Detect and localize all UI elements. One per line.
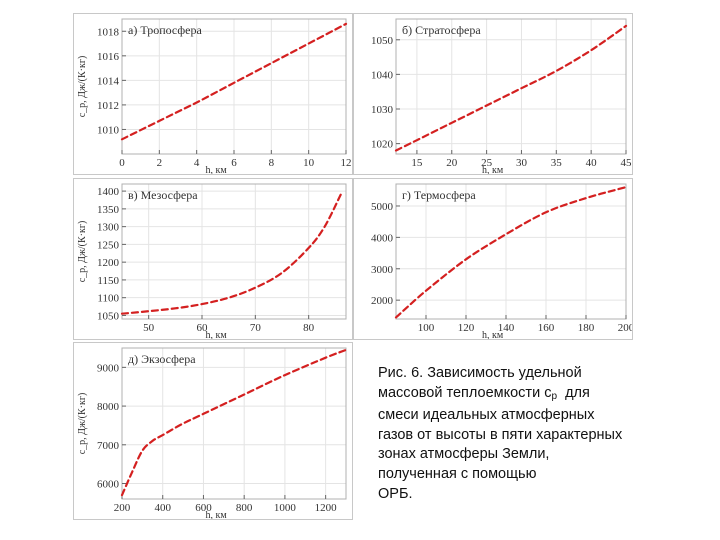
x-tick-label: 4: [194, 157, 200, 169]
y-tick-label: 1300: [97, 222, 120, 234]
caption-line-2-text: массовой теплоемкости c: [378, 384, 552, 401]
chart-title: в) Мезосфера: [128, 188, 198, 202]
y-tick-label: 1250: [97, 239, 120, 251]
caption-line-7: ОРБ.: [378, 485, 413, 502]
caption-line-6: полученная с помощью: [378, 465, 537, 482]
y-tick-label: 1010: [97, 124, 120, 136]
x-axis-label: h, км: [205, 510, 227, 519]
x-tick-label: 140: [498, 322, 515, 334]
chart-stratosphere: 15 20 25 30 35 40 45 1020 1030 1040 1050 h, км б) Ст…: [371, 18, 633, 174]
y-tick-label: 4000: [371, 232, 394, 244]
plot-frame: [395, 18, 627, 155]
y-tick-label: 1030: [371, 104, 394, 116]
plot-frame: [121, 347, 347, 500]
x-tick-label: 50: [143, 322, 155, 334]
x-tick-label: 200: [114, 502, 131, 514]
caption-line-5: зонах атмосферы Земли,: [378, 446, 550, 463]
y-tick-label: 1018: [97, 26, 120, 38]
x-tick-label: 120: [458, 322, 475, 334]
x-axis-label: h, км: [205, 330, 227, 339]
x-axis-label: h, км: [205, 165, 227, 174]
x-tick-label: 35: [551, 157, 563, 169]
y-axis-label: c_p, Дж/(К·кг): [77, 393, 88, 455]
plot-frame: [121, 183, 347, 320]
y-tick-label: 2000: [371, 295, 394, 307]
y-tick-label: 1350: [97, 204, 120, 216]
chart-panel-thermosphere: 100 120 140 160 180 200 2000 3000 4000 5000 h, км г…: [353, 178, 633, 340]
x-tick-label: 200: [618, 322, 632, 334]
chart-title: г) Термосфера: [402, 188, 476, 202]
x-tick-label: 45: [621, 157, 633, 169]
y-tick-label: 1040: [371, 69, 394, 81]
chart-title: б) Стратосфера: [402, 23, 481, 37]
y-tick-label: 1012: [97, 100, 119, 112]
y-tick-label: 1014: [97, 75, 120, 87]
caption-line-2: массовой теплоемкости cp для: [378, 384, 698, 407]
chart-panel-stratosphere: 15 20 25 30 35 40 45 1020 1030 1040 1050 h, км б) Ст…: [353, 13, 633, 175]
y-tick-label: 1200: [97, 257, 120, 269]
x-tick-label: 30: [516, 157, 528, 169]
x-tick-label: 600: [195, 502, 212, 514]
chart-panel-mesosphere: 50 60 70 80 1050 1100 1150 1200 1250 1300 1350 1400…: [73, 178, 353, 340]
chart-panel-troposphere: 0 2 4 6 8 10 12 1010 1012 1014 1016 1018 h, км c_p, Д…: [73, 13, 353, 175]
x-tick-label: 15: [411, 157, 423, 169]
y-tick-label: 1400: [97, 186, 120, 198]
y-tick-label: 5000: [371, 201, 394, 213]
caption-subscript: p: [551, 390, 558, 402]
y-tick-label: 1150: [97, 275, 119, 287]
chart-title: а) Тропосфера: [128, 23, 202, 37]
x-axis-label: h, км: [482, 165, 504, 174]
x-tick-label: 20: [446, 157, 458, 169]
x-tick-label: 160: [538, 322, 555, 334]
y-tick-label: 1016: [97, 51, 120, 63]
x-tick-label: 0: [119, 157, 125, 169]
caption-line-4: газов от высоты в пяти характерных: [378, 426, 623, 443]
x-tick-label: 100: [418, 322, 435, 334]
x-tick-label: 800: [236, 502, 253, 514]
x-tick-label: 180: [578, 322, 595, 334]
caption-line-2-tail: для: [557, 384, 590, 401]
x-tick-label: 6: [231, 157, 237, 169]
x-tick-label: 60: [197, 322, 209, 334]
chart-thermosphere: 100 120 140 160 180 200 2000 3000 4000 5000 h, км г…: [371, 183, 632, 339]
chart-panel-exosphere: 200 400 600 800 1000 1200 6000 7000 8000 9000 h, к…: [73, 342, 353, 520]
x-tick-label: 8: [269, 157, 275, 169]
y-axis-label: c_p, Дж/(К·кг): [77, 221, 88, 283]
x-tick-label: 400: [154, 502, 171, 514]
x-tick-label: 40: [586, 157, 598, 169]
x-tick-label: 25: [481, 157, 493, 169]
x-tick-label: 10: [303, 157, 315, 169]
y-tick-label: 1020: [371, 139, 394, 151]
data-series-line: [120, 22, 348, 141]
chart-title: д) Экзосфера: [128, 352, 196, 366]
data-series-line: [394, 186, 628, 319]
y-axis-label: c_p, Дж/(К·кг): [77, 56, 88, 118]
x-tick-label: 1000: [274, 502, 297, 514]
x-tick-label: 70: [250, 322, 261, 334]
data-series-line: [120, 193, 342, 315]
x-axis-label: h, км: [482, 330, 504, 339]
y-tick-label: 1050: [97, 310, 120, 322]
y-tick-label: 6000: [97, 479, 120, 491]
x-tick-label: 80: [303, 322, 315, 334]
y-tick-label: 8000: [97, 401, 120, 413]
x-tick-label: 2: [157, 157, 163, 169]
chart-exosphere: 200 400 600 800 1000 1200 6000 7000 8000 9000 h, к…: [77, 347, 348, 519]
y-tick-label: 1100: [97, 293, 119, 305]
y-tick-label: 1050: [371, 35, 394, 47]
data-series-line: [394, 24, 628, 152]
plot-frame: [395, 183, 627, 320]
x-tick-label: 1200: [315, 502, 338, 514]
caption-line-1: Рис. 6. Зависимость удельной: [378, 365, 582, 381]
y-tick-label: 7000: [97, 440, 120, 452]
figure-caption: Рис. 6. Зависимость удельной массовой те…: [378, 364, 698, 504]
caption-line-3: смеси идеальных атмосферных: [378, 407, 595, 424]
y-tick-label: 3000: [371, 264, 394, 276]
data-series-line: [120, 348, 348, 497]
chart-mesosphere: 50 60 70 80 1050 1100 1150 1200 1250 1300 1350 1400…: [77, 183, 347, 339]
x-tick-label: 12: [341, 157, 352, 169]
y-tick-label: 9000: [97, 362, 120, 374]
